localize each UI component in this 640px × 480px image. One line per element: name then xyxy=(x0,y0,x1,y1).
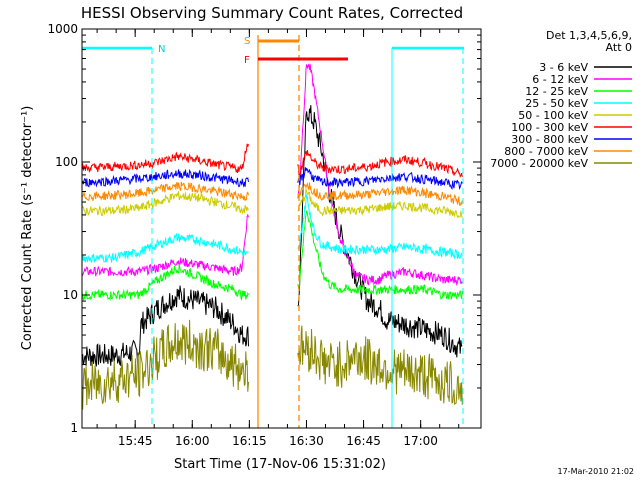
series-7000-20000-kev-segment-2 xyxy=(297,325,463,406)
legend-entry-label: 300 - 800 keV xyxy=(511,133,588,146)
y-tick-label: 1000 xyxy=(47,22,78,36)
legend-entry-3-6-kev: 3 - 6 keV xyxy=(539,61,632,74)
legend-entry-25-50-kev: 25 - 50 keV xyxy=(525,97,632,110)
legend-entry-label: 800 - 7000 keV xyxy=(504,145,588,158)
series-300-800-kev-segment-2 xyxy=(297,167,463,191)
x-axis: 15:45 16:00 16:15 16:30 16:45 17:00 xyxy=(96,29,460,448)
flare-label: F xyxy=(244,55,250,66)
y-tick-label: 10 xyxy=(63,288,78,302)
series-100-300-kev-segment-2 xyxy=(297,150,463,179)
series-50-100-kev-segment-1 xyxy=(81,191,249,216)
legend-entry-50-100-kev: 50 - 100 keV xyxy=(518,109,632,122)
night-label: N xyxy=(158,44,165,55)
chart-title: HESSI Observing Summary Count Rates, Cor… xyxy=(81,4,463,22)
legend-entry-label: 50 - 100 keV xyxy=(518,109,588,122)
legend-entry-300-800-kev: 300 - 800 keV xyxy=(511,133,632,146)
y-tick-label: 100 xyxy=(55,155,78,169)
series-layer xyxy=(81,62,463,410)
series-100-300-kev-segment-1 xyxy=(81,143,249,174)
series-3-6-kev-segment-1 xyxy=(81,285,249,367)
legend-entry-100-300-kev: 100 - 300 keV xyxy=(511,121,632,134)
x-tick-label: 15:45 xyxy=(118,434,153,448)
series-12-25-kev-segment-1 xyxy=(81,264,249,302)
series-7000-20000-kev-segment-1 xyxy=(81,319,249,410)
plot-frame xyxy=(81,28,482,429)
series-12-25-kev-segment-2 xyxy=(297,209,463,301)
y-tick-label: 1 xyxy=(70,421,78,435)
legend-entry-label: 100 - 300 keV xyxy=(511,121,588,134)
x-tick-label: 16:15 xyxy=(232,434,267,448)
x-tick-label: 16:45 xyxy=(346,434,381,448)
series-800-7000-kev-segment-2 xyxy=(297,181,463,206)
series-6-12-kev-segment-1 xyxy=(81,213,249,277)
legend-entry-12-25-kev: 12 - 25 keV xyxy=(525,85,632,98)
legend-entry-label: 25 - 50 keV xyxy=(525,97,588,110)
series-800-7000-kev-segment-1 xyxy=(82,181,249,202)
legend-header-line-2: Att 0 xyxy=(606,41,632,54)
series-50-100-kev-segment-2 xyxy=(297,188,463,219)
timestamp: 17-Mar-2010 21:02 xyxy=(558,467,635,476)
series-25-50-kev-segment-1 xyxy=(81,232,249,264)
x-tick-label: 16:30 xyxy=(289,434,324,448)
annotation-layer: N S F xyxy=(82,35,464,428)
legend-entry-6-12-kev: 6 - 12 keV xyxy=(532,73,632,86)
legend-header-line-1: Det 1,3,4,5,6,9, xyxy=(546,29,632,42)
x-tick-label: 17:00 xyxy=(403,434,438,448)
y-axis-label: Corrected Count Rate (s⁻¹ detector⁻¹) xyxy=(20,106,35,351)
plot-area: N S F xyxy=(81,35,464,428)
legend-entry-800-7000-kev: 800 - 7000 keV xyxy=(504,145,632,158)
y-axis: 1 10 100 1000 xyxy=(47,22,481,435)
legend-entry-7000-20000-kev: 7000 - 20000 keV xyxy=(490,157,632,170)
series-3-6-kev-segment-2 xyxy=(297,105,463,358)
series-300-800-kev-segment-1 xyxy=(81,168,249,188)
saa-label: S xyxy=(244,36,250,47)
x-tick-label: 16:00 xyxy=(175,434,210,448)
legend-entry-label: 12 - 25 keV xyxy=(525,85,588,98)
legend-entry-label: 6 - 12 keV xyxy=(532,73,588,86)
series-25-50-kev-segment-2 xyxy=(297,194,463,260)
x-axis-label: Start Time (17-Nov-06 15:31:02) xyxy=(174,457,386,472)
legend-entry-label: 7000 - 20000 keV xyxy=(490,157,588,170)
series-6-12-kev-segment-2 xyxy=(297,62,463,287)
legend-entry-label: 3 - 6 keV xyxy=(539,61,588,74)
